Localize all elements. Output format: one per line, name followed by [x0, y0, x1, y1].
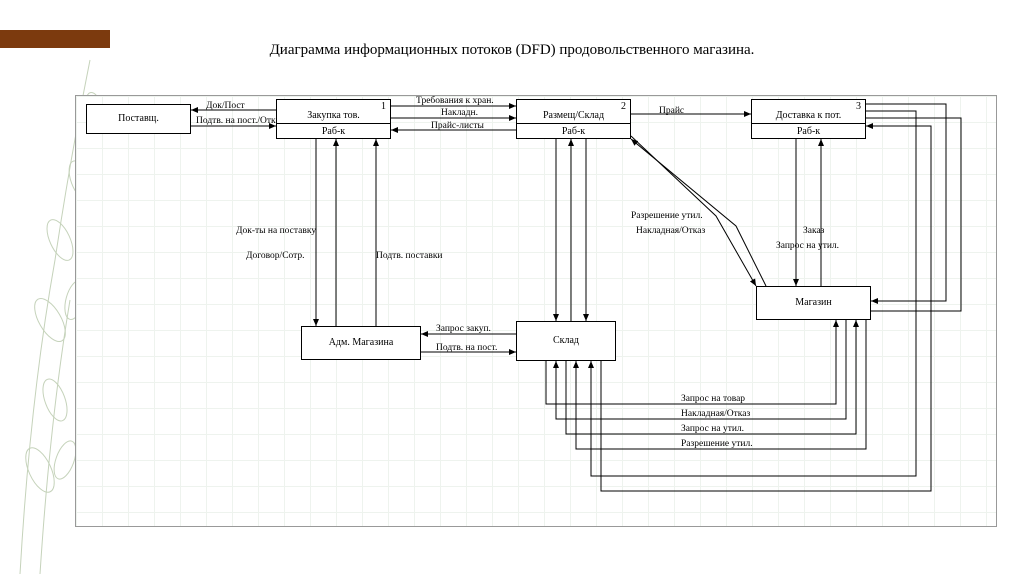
edge-label: Запрос на утил.: [776, 241, 839, 251]
edge-label: Запрос закуп.: [436, 324, 491, 334]
edge-label: Прайс: [659, 106, 684, 116]
edge-label: Заказ: [803, 226, 824, 236]
node-number: 3: [856, 101, 861, 112]
node-supplier: Поставщ.: [86, 104, 191, 134]
node-label: Склад: [517, 322, 615, 348]
node-admin: Адм. Магазина: [301, 326, 421, 360]
edge-label: Запрос на утил.: [681, 424, 744, 434]
node-proc2: 2 Размещ/Склад Раб-к: [516, 99, 631, 139]
node-storage: Склад: [516, 321, 616, 361]
node-label: Поставщ.: [87, 105, 190, 126]
node-shop: Магазин: [756, 286, 871, 320]
edge-label: Накладная/Отказ: [681, 409, 750, 419]
diagram-canvas: Поставщ. 1 Закупка тов. Раб-к 2 Размещ/С…: [75, 95, 997, 527]
edge-label: Подтв. на пост.: [436, 343, 497, 353]
edge-label: Док/Пост: [206, 101, 245, 111]
edge-label: Накладная/Отказ: [636, 226, 705, 236]
edge-label: Накладн.: [441, 108, 478, 118]
edge-label: Разрешение утил.: [631, 211, 703, 221]
edge-label: Док-ты на поставку: [236, 226, 316, 236]
node-role: Раб-к: [277, 126, 390, 137]
node-role: Раб-к: [517, 126, 630, 137]
node-role: Раб-к: [752, 126, 865, 137]
edge-label: Запрос на товар: [681, 394, 745, 404]
diagram-title: Диаграмма информационных потоков (DFD) п…: [0, 42, 1024, 59]
node-label: Закупка тов.: [277, 100, 390, 123]
edge-label: Подтв. поставки: [376, 251, 443, 261]
edge-label: Разрешение утил.: [681, 439, 753, 449]
edge-label: Требования к хран.: [416, 96, 494, 106]
node-proc3: 3 Доставка к пот. Раб-к: [751, 99, 866, 139]
node-label: Размещ/Склад: [517, 100, 630, 123]
edge-label: Прайс-листы: [431, 121, 484, 131]
node-label: Доставка к пот.: [752, 100, 865, 123]
node-number: 1: [381, 101, 386, 112]
node-label: Адм. Магазина: [302, 327, 420, 350]
node-proc1: 1 Закупка тов. Раб-к: [276, 99, 391, 139]
node-label: Магазин: [757, 287, 870, 310]
node-number: 2: [621, 101, 626, 112]
edge-label: Подтв. на пост./Отк: [196, 116, 276, 126]
edge-label: Договор/Сотр.: [246, 251, 305, 261]
